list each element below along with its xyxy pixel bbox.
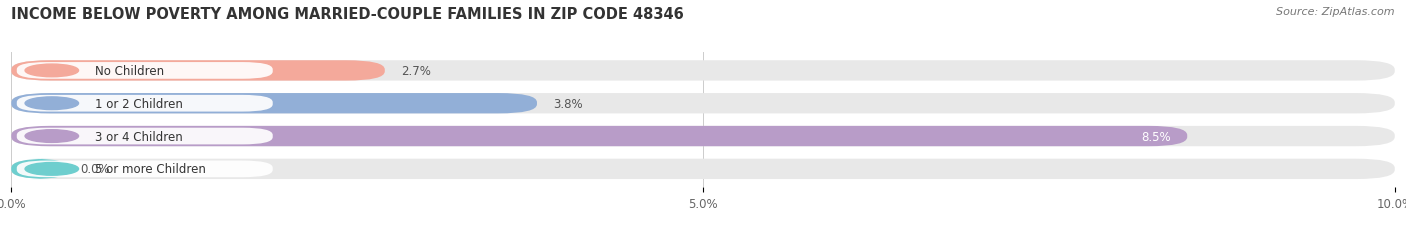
Circle shape xyxy=(25,97,79,110)
Text: No Children: No Children xyxy=(96,65,165,78)
Circle shape xyxy=(25,65,79,77)
FancyBboxPatch shape xyxy=(17,63,273,79)
Text: 8.5%: 8.5% xyxy=(1142,130,1171,143)
FancyBboxPatch shape xyxy=(11,61,385,81)
Text: 0.0%: 0.0% xyxy=(80,163,110,176)
Text: 5 or more Children: 5 or more Children xyxy=(96,163,207,176)
FancyBboxPatch shape xyxy=(11,126,1395,147)
Text: 2.7%: 2.7% xyxy=(401,65,432,78)
Text: Source: ZipAtlas.com: Source: ZipAtlas.com xyxy=(1277,7,1395,17)
FancyBboxPatch shape xyxy=(17,128,273,145)
Text: INCOME BELOW POVERTY AMONG MARRIED-COUPLE FAMILIES IN ZIP CODE 48346: INCOME BELOW POVERTY AMONG MARRIED-COUPL… xyxy=(11,7,683,22)
FancyBboxPatch shape xyxy=(11,159,1395,179)
FancyBboxPatch shape xyxy=(17,161,273,177)
Circle shape xyxy=(25,163,79,176)
FancyBboxPatch shape xyxy=(11,94,537,114)
Text: 3 or 4 Children: 3 or 4 Children xyxy=(96,130,183,143)
FancyBboxPatch shape xyxy=(11,94,1395,114)
Text: 1 or 2 Children: 1 or 2 Children xyxy=(96,97,183,110)
FancyBboxPatch shape xyxy=(11,159,69,179)
FancyBboxPatch shape xyxy=(11,126,1187,147)
FancyBboxPatch shape xyxy=(11,61,1395,81)
Circle shape xyxy=(25,130,79,143)
FancyBboxPatch shape xyxy=(17,95,273,112)
Text: 3.8%: 3.8% xyxy=(554,97,583,110)
